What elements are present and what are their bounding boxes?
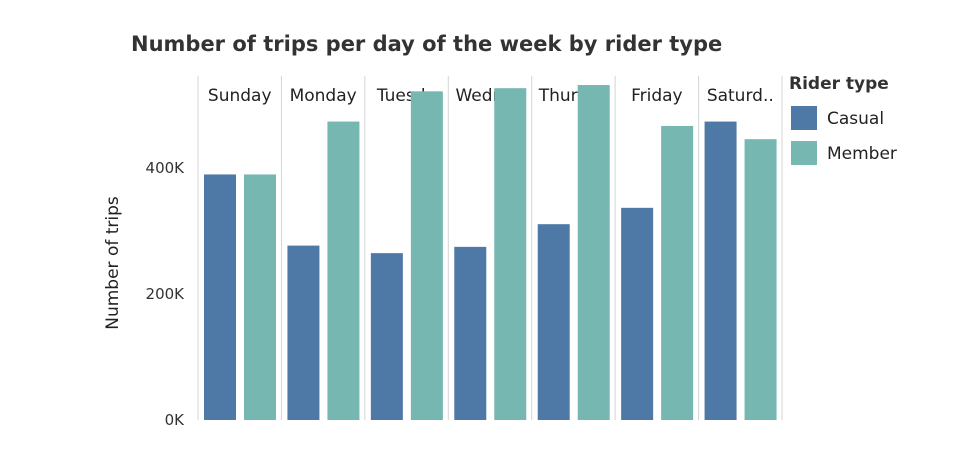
legend-label-casual: Casual bbox=[827, 109, 884, 129]
legend-swatch-member bbox=[791, 141, 817, 165]
bar-casual-thursday bbox=[537, 224, 570, 420]
y-tick-label: 0K bbox=[165, 411, 186, 429]
bar-member-monday bbox=[327, 121, 360, 421]
bar-casual-wednesday bbox=[454, 246, 487, 420]
category-header: Friday bbox=[631, 86, 683, 106]
y-axis-ticks: 0K 200K 400K bbox=[146, 159, 186, 429]
bar-member-thursday bbox=[577, 85, 610, 420]
bar-member-tuesday bbox=[410, 91, 443, 420]
bar-casual-tuesday bbox=[370, 253, 403, 420]
bar-member-sunday bbox=[244, 174, 276, 420]
bar-casual-friday bbox=[621, 207, 654, 420]
bar-member-wednesday bbox=[494, 88, 527, 421]
bar-member-friday bbox=[661, 125, 694, 421]
legend-title: Rider type bbox=[789, 74, 889, 94]
y-tick-label: 200K bbox=[146, 285, 186, 303]
bar-casual-monday bbox=[287, 245, 320, 420]
chart-title: Number of trips per day of the week by r… bbox=[131, 32, 722, 56]
y-tick-label: 400K bbox=[146, 159, 186, 177]
chart-panels: Sunday Monday Tuesd.. Wedne.. Thursd.. Friday… bbox=[197, 76, 783, 421]
legend-label-member: Member bbox=[827, 144, 897, 164]
bar-member-saturday bbox=[744, 139, 777, 420]
bar-casual-saturday bbox=[704, 121, 737, 421]
legend-items: Casual Member bbox=[791, 106, 897, 165]
category-header: Monday bbox=[290, 86, 357, 106]
category-header: Sunday bbox=[208, 86, 272, 106]
legend-swatch-casual bbox=[791, 106, 817, 130]
y-axis-label: Number of trips bbox=[103, 196, 123, 330]
category-header: Saturd.. bbox=[707, 86, 774, 106]
legend: Rider type Casual Member bbox=[789, 74, 897, 165]
bar-casual-sunday bbox=[204, 174, 236, 420]
